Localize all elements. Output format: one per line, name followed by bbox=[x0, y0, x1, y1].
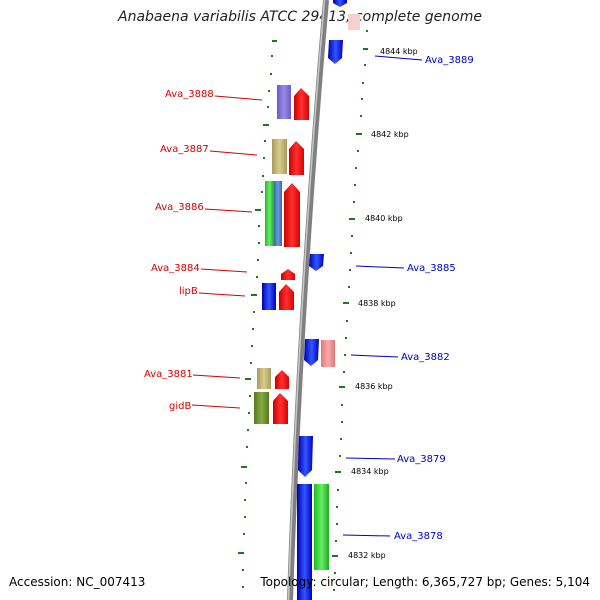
gene-arrow[interactable] bbox=[304, 339, 319, 366]
tick-label: 4834 kbp bbox=[351, 467, 389, 476]
gene-label[interactable]: Ava_3885 bbox=[407, 263, 456, 274]
gene-label[interactable]: Ava_3889 bbox=[425, 55, 474, 66]
genome-summary-text: Topology: circular; Length: 6,365,727 bp… bbox=[260, 575, 590, 589]
scale-ticks: 4844 kbp 4842 kbp 4840 kbp 4838 kbp 4836… bbox=[348, 47, 418, 560]
gene-arrow[interactable] bbox=[284, 183, 300, 247]
tick-label: 4832 kbp bbox=[348, 551, 386, 560]
gene-arrow[interactable] bbox=[281, 269, 295, 280]
left-leader-lines bbox=[191, 95, 263, 409]
gene-block[interactable] bbox=[348, 14, 360, 30]
gene-label[interactable]: Ava_3886 bbox=[155, 202, 204, 213]
accession-text: Accession: NC_007413 bbox=[9, 575, 146, 589]
gene-label[interactable]: Ava_3881 bbox=[144, 369, 193, 380]
right-leader-lines bbox=[342, 55, 423, 537]
gene-arrow[interactable] bbox=[289, 141, 304, 175]
gene-label[interactable]: Ava_3887 bbox=[160, 144, 209, 155]
gene-block[interactable] bbox=[274, 181, 282, 246]
gene-block[interactable] bbox=[272, 139, 287, 174]
left-dotted-guide bbox=[238, 40, 277, 588]
gene-arrow[interactable] bbox=[309, 254, 324, 271]
tick-label: 4840 kbp bbox=[365, 214, 403, 223]
gene-label[interactable]: Ava_3888 bbox=[165, 89, 214, 100]
left-gene-labels: Ava_3888 Ava_3887 Ava_3886 Ava_3884 lipB… bbox=[144, 89, 214, 412]
gene-arrow[interactable] bbox=[298, 436, 313, 477]
gene-block[interactable] bbox=[254, 392, 269, 424]
genome-backbone bbox=[287, 0, 329, 600]
tick-label: 4842 kbp bbox=[371, 130, 409, 139]
gene-arrow[interactable] bbox=[328, 40, 343, 64]
gene-features-inner[interactable] bbox=[297, 0, 360, 600]
gene-block[interactable] bbox=[262, 283, 276, 310]
gene-arrow[interactable] bbox=[273, 393, 288, 424]
gene-label[interactable]: Ava_3878 bbox=[394, 531, 443, 542]
gene-block[interactable] bbox=[257, 368, 271, 389]
gene-block[interactable] bbox=[265, 181, 274, 246]
tick-label: 4838 kbp bbox=[358, 299, 396, 308]
right-gene-labels: Ava_3889 Ava_3885 Ava_3882 Ava_3879 Ava_… bbox=[394, 55, 474, 542]
gene-arrow[interactable] bbox=[294, 88, 309, 120]
gene-arrow[interactable] bbox=[275, 370, 289, 389]
gene-block[interactable] bbox=[314, 484, 329, 570]
map-title: Anabaena variabilis ATCC 29413, complete… bbox=[118, 9, 482, 25]
gene-label[interactable]: Ava_3884 bbox=[151, 263, 200, 274]
gene-label[interactable]: Ava_3879 bbox=[397, 454, 446, 465]
right-dotted-guide bbox=[332, 30, 368, 591]
gene-label[interactable]: gidB bbox=[169, 401, 191, 412]
tick-label: 4836 kbp bbox=[355, 382, 393, 391]
gene-arrow[interactable] bbox=[279, 284, 294, 310]
gene-block[interactable] bbox=[277, 85, 291, 119]
gene-label[interactable]: Ava_3882 bbox=[401, 352, 450, 363]
gene-block[interactable] bbox=[321, 340, 335, 367]
gene-block[interactable] bbox=[297, 484, 312, 600]
gene-arrow[interactable] bbox=[333, 0, 347, 7]
tick-label: 4844 kbp bbox=[380, 47, 418, 56]
gene-features-outer[interactable] bbox=[254, 85, 309, 424]
gene-label[interactable]: lipB bbox=[179, 286, 198, 297]
